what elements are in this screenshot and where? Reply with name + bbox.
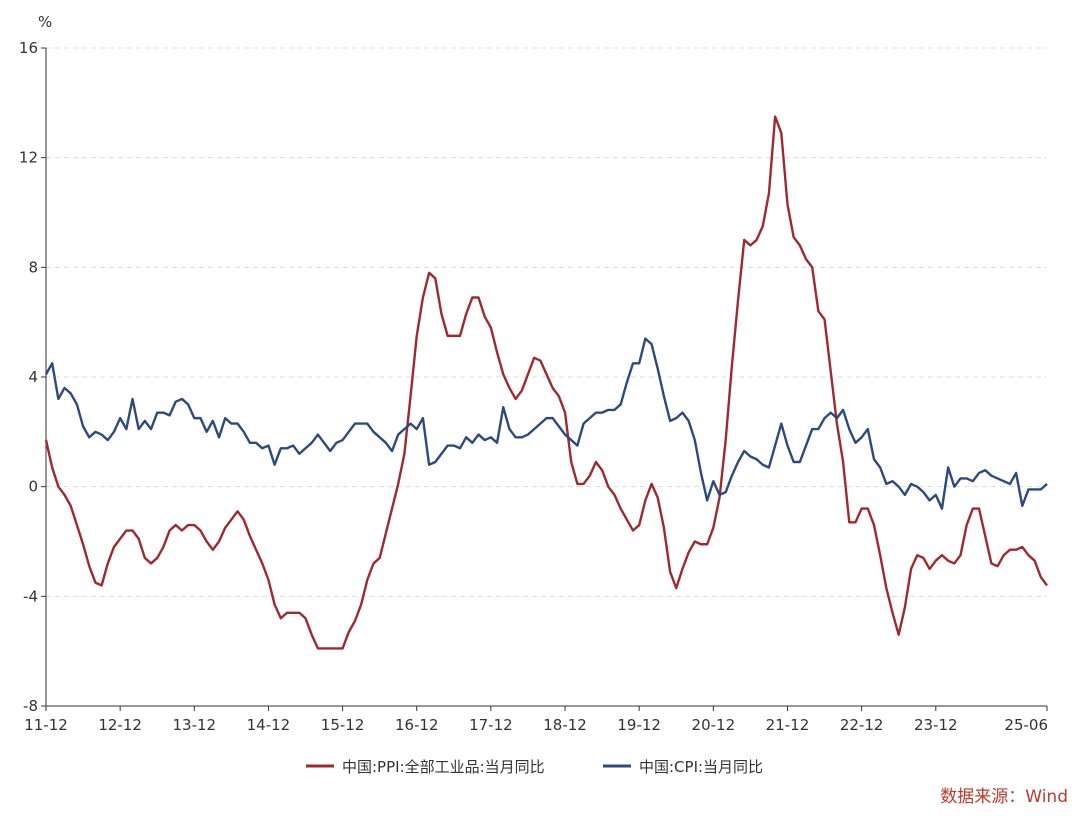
x-axis-ticks: 11-12 12-12 13-12 14-12 15-12 16-12 17-12 18-12… bbox=[24, 706, 1048, 734]
gridlines bbox=[46, 47, 1047, 597]
y-tick-label: 0 bbox=[28, 478, 38, 496]
x-tick-label: 11-12 bbox=[24, 716, 68, 734]
x-tick-label: 21-12 bbox=[766, 716, 810, 734]
y-tick-label: -8 bbox=[23, 697, 38, 715]
y-tick-label: -4 bbox=[23, 587, 38, 605]
legend-label-cpi: 中国:CPI:当月同比 bbox=[639, 758, 763, 776]
y-tick-label: 4 bbox=[28, 368, 38, 386]
x-tick-label: 19-12 bbox=[617, 716, 661, 734]
series-layer bbox=[44, 115, 1048, 650]
x-tick-label: 20-12 bbox=[692, 716, 736, 734]
x-tick-label: 14-12 bbox=[247, 716, 291, 734]
x-tick-label: 22-12 bbox=[840, 716, 884, 734]
y-tick-label: 12 bbox=[19, 149, 38, 167]
x-tick-label: 15-12 bbox=[321, 716, 365, 734]
series-line-ppi bbox=[44, 115, 1048, 650]
x-tick-label: 17-12 bbox=[469, 716, 513, 734]
y-axis-ticks: 16 12 8 4 0 -4 -8 bbox=[19, 39, 46, 715]
x-tick-label: 12-12 bbox=[98, 716, 142, 734]
x-tick-label: 16-12 bbox=[395, 716, 439, 734]
x-tick-label: 18-12 bbox=[543, 716, 587, 734]
x-tick-label: 23-12 bbox=[914, 716, 958, 734]
y-tick-label: 16 bbox=[19, 39, 38, 57]
y-tick-label: 8 bbox=[28, 258, 38, 276]
legend-label-ppi: 中国:PPI:全部工业品:当月同比 bbox=[342, 758, 545, 776]
legend: 中国:PPI:全部工业品:当月同比 中国:CPI:当月同比 bbox=[306, 758, 763, 776]
source-note: 数据来源：Wind bbox=[940, 787, 1068, 807]
y-unit-label: % bbox=[38, 13, 52, 31]
x-tick-label: 25-06 bbox=[1004, 716, 1048, 734]
series-line-cpi bbox=[44, 337, 1048, 510]
x-tick-label: 13-12 bbox=[172, 716, 216, 734]
